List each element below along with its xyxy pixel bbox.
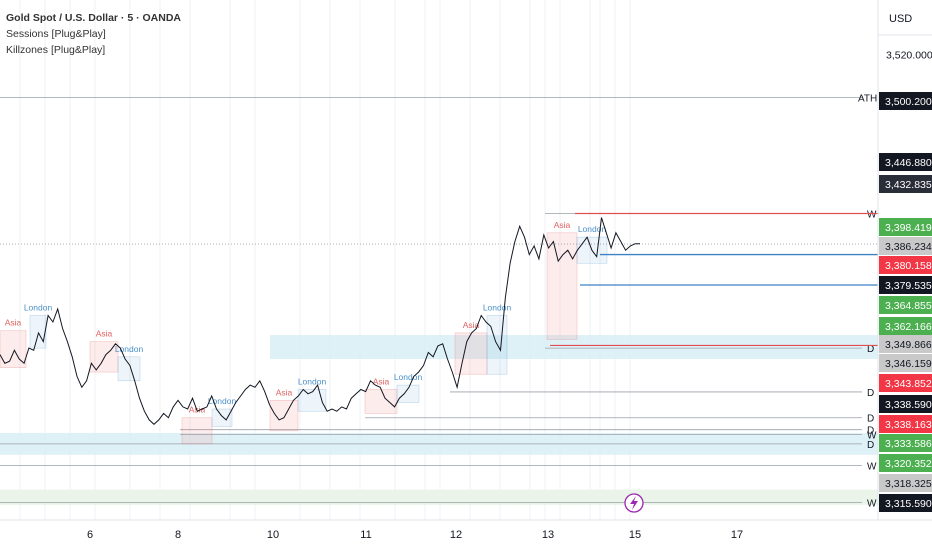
- level-label: D: [867, 388, 874, 399]
- session-boxes: AsiaLondonAsiaLondonAsiaLondonAsiaLondon…: [0, 220, 608, 445]
- level-label: W: [867, 209, 877, 220]
- time-axis[interactable]: 6 8 10 11 12 13 15 17: [0, 519, 932, 541]
- session-label: Asia: [96, 329, 113, 339]
- price-line: [0, 217, 640, 425]
- price-label-value: 3,343.852: [885, 378, 932, 390]
- price-label-value: 3,338.590: [885, 399, 932, 411]
- time-tick: 10: [267, 529, 279, 541]
- session-label: London: [298, 376, 327, 386]
- indicator-killzones[interactable]: Killzones [Plug&Play]: [6, 44, 106, 56]
- price-label-value: 3,432.835: [885, 179, 932, 191]
- session-label: Asia: [276, 387, 293, 397]
- price-label-value: 3,500.200: [885, 96, 932, 108]
- level-label: D: [867, 414, 874, 425]
- session-label: London: [483, 302, 512, 312]
- zone-green: [0, 489, 878, 505]
- price-labels: 3,500.200 3,446.880 3,432.835 3,398.419 3,38…: [879, 92, 932, 512]
- price-label-value: 3,338.163: [885, 419, 932, 431]
- time-tick: 6: [87, 529, 93, 541]
- price-label-value: 3,380.158: [885, 260, 932, 272]
- session-label: London: [24, 302, 53, 312]
- price-label-value: 3,320.352: [885, 458, 932, 470]
- zone-blue-upper: [270, 335, 878, 359]
- price-label-box: [879, 276, 932, 294]
- asia-session-box: [269, 400, 299, 432]
- session-label: Asia: [5, 318, 22, 328]
- time-tick: 15: [629, 529, 641, 541]
- price-label-box: [879, 218, 932, 236]
- price-label-value: 3,379.535: [885, 280, 932, 292]
- price-label-box: [879, 153, 932, 171]
- time-tick: 11: [360, 529, 371, 541]
- time-tick: 8: [175, 529, 181, 541]
- asia-session-box: [364, 389, 398, 414]
- level-label: W: [867, 462, 877, 473]
- price-label-value: 3,364.855: [885, 300, 932, 312]
- price-label-box: [879, 354, 932, 372]
- price-label-value: 3,398.419: [885, 222, 932, 234]
- indicator-sessions[interactable]: Sessions [Plug&Play]: [6, 28, 106, 40]
- special-levels: [550, 212, 878, 347]
- currency-label[interactable]: USD: [889, 13, 912, 25]
- session-label: London: [394, 372, 423, 382]
- price-label-box: [879, 494, 932, 512]
- level-label: W: [867, 499, 877, 510]
- session-label: London: [208, 396, 237, 406]
- price-label-value: 3,349.866: [885, 339, 932, 351]
- price-label-box: [879, 296, 932, 314]
- price-label-box: [879, 474, 932, 492]
- price-label-box: [879, 415, 932, 433]
- level-label: D: [867, 344, 874, 355]
- asia-session-box: [546, 232, 578, 340]
- london-session-box: [211, 408, 233, 427]
- london-session-box: [29, 315, 47, 349]
- price-label-box: [879, 237, 932, 255]
- london-session-box: [117, 356, 141, 382]
- chart-title[interactable]: Gold Spot / U.S. Dollar · 5 · OANDA: [6, 12, 182, 24]
- session-label: Asia: [373, 376, 390, 386]
- price-label-box: [879, 454, 932, 472]
- price-label-box: [879, 395, 932, 413]
- price-label-value: 3,318.325: [885, 478, 932, 490]
- price-label-value: 3,346.159: [885, 358, 932, 370]
- price-label-box: [879, 317, 932, 335]
- chart-legend: Gold Spot / U.S. Dollar · 5 · OANDA Sess…: [6, 10, 181, 58]
- price-label-box: [879, 92, 932, 110]
- price-label-box: [879, 256, 932, 274]
- price-label-value: 3,315.590: [885, 498, 932, 510]
- session-label: London: [578, 224, 607, 234]
- asia-session-box: [454, 332, 488, 375]
- price-label-value: 3,386.234: [885, 241, 932, 253]
- price-label-value: 3,362.166: [885, 321, 932, 333]
- lightning-icon[interactable]: [624, 493, 644, 513]
- price-series: [0, 217, 640, 425]
- session-label: Asia: [554, 220, 571, 230]
- price-label-box: [879, 374, 932, 392]
- time-tick: 17: [731, 529, 743, 541]
- time-tick: 12: [450, 529, 462, 541]
- level-label: D: [867, 440, 874, 451]
- london-session-box: [297, 389, 327, 412]
- price-label-box: [879, 175, 932, 193]
- price-label-box: [879, 335, 932, 353]
- london-session-box: [396, 384, 420, 403]
- price-label-box: [879, 434, 932, 452]
- level-label: ATH: [858, 93, 877, 104]
- session-label: Asia: [463, 320, 480, 330]
- session-label: London: [115, 344, 144, 354]
- level-label: W: [867, 430, 877, 441]
- zones: [0, 335, 878, 505]
- price-label-value: 3,446.880: [885, 157, 932, 169]
- level-label: D: [867, 426, 874, 437]
- price-tick: 3,520.000: [886, 49, 932, 61]
- asia-session-box: [181, 417, 213, 445]
- price-label-value: 3,333.586: [885, 438, 932, 450]
- time-tick: 13: [542, 529, 554, 541]
